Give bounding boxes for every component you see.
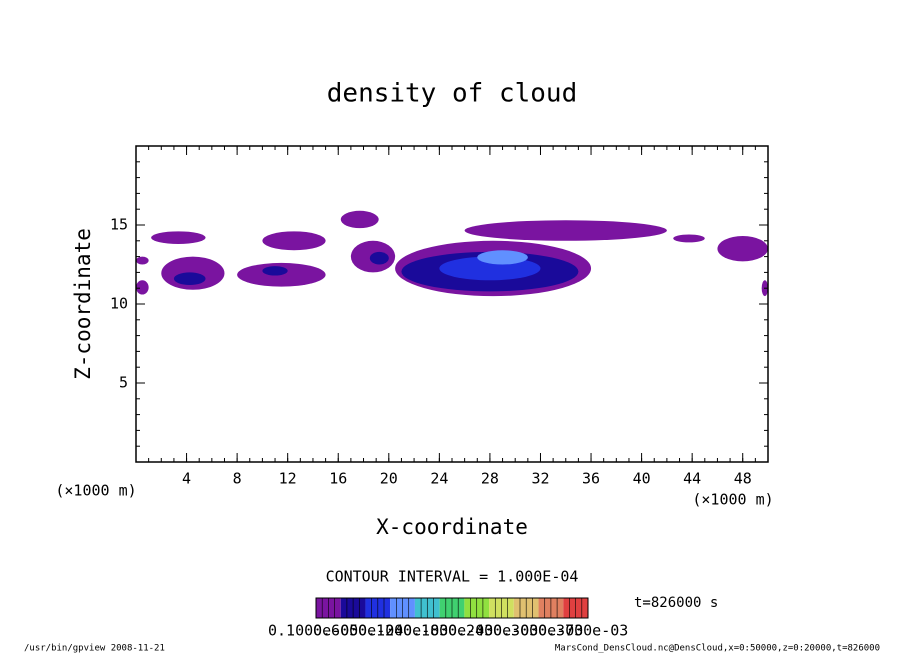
- y-tick-label: 15: [110, 216, 128, 234]
- colorbar-label: 0.6000e-04: [313, 622, 403, 640]
- x-tick-label: 16: [329, 470, 347, 488]
- chart-title: density of cloud: [327, 79, 577, 109]
- x-tick-label: 24: [430, 470, 448, 488]
- x-tick-label: 20: [380, 470, 398, 488]
- cloud-region: [262, 266, 288, 276]
- x-tick-label: 48: [734, 470, 752, 488]
- footer-right: MarsCond_DensCloud.nc@DensCloud,x=0:5000…: [555, 644, 880, 654]
- x-tick-label: 8: [233, 470, 242, 488]
- x-tick-label: 28: [481, 470, 499, 488]
- regions: [136, 210, 768, 297]
- cloud-region: [464, 220, 667, 241]
- contour-interval: CONTOUR INTERVAL = 1.000E-04: [326, 568, 579, 586]
- colorbar-label: 0.3000e-03: [493, 622, 583, 640]
- x-tick-label: 44: [683, 470, 701, 488]
- cloud-region: [136, 280, 149, 295]
- x-tick-label: 4: [182, 470, 191, 488]
- colorbar-label: 0.1000e-05: [268, 622, 358, 640]
- time-label: t=826000 s: [634, 595, 718, 611]
- x-tick-label: 40: [633, 470, 651, 488]
- y-unit: (×1000 m): [55, 482, 136, 500]
- plot-area: [136, 210, 768, 297]
- x-axis-label: X-coordinate: [376, 515, 528, 539]
- x-unit: (×1000 m): [692, 491, 773, 509]
- colorbar-frame: [315, 597, 589, 619]
- x-tick-label: 12: [279, 470, 297, 488]
- y-tick-label: 5: [119, 374, 128, 392]
- colorbar-label: 0.2400e-03: [448, 622, 538, 640]
- cloud-region: [136, 256, 149, 265]
- y-axis-label: Z-coordinate: [71, 228, 95, 380]
- x-tick-label: 36: [582, 470, 600, 488]
- plot-frame: [135, 145, 769, 463]
- cloud-region: [369, 251, 389, 265]
- cloud-region: [477, 250, 528, 265]
- colorbar-label: 0.1800e-03: [403, 622, 493, 640]
- cloud-region: [673, 234, 705, 243]
- colorbar-label: 0.3700e-03: [538, 622, 628, 640]
- cloud-region: [340, 210, 379, 229]
- cloud-region: [717, 236, 768, 262]
- y-tick-label: 10: [110, 295, 128, 313]
- footer-left: /usr/bin/gpview 2008-11-21: [24, 644, 165, 654]
- cloud-region: [262, 231, 326, 251]
- x-tick-label: 32: [531, 470, 549, 488]
- colorbar-label: 0.1200e-03: [358, 622, 448, 640]
- cloud-region: [173, 272, 206, 286]
- cloud-region: [151, 231, 206, 244]
